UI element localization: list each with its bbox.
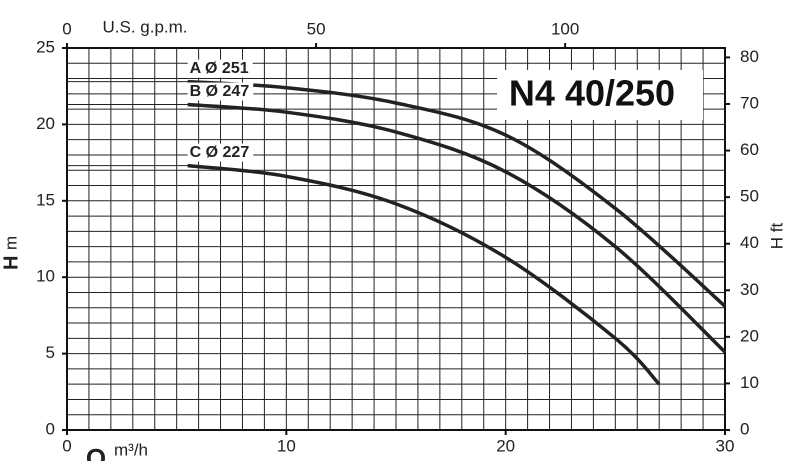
y2-tick-label: 50 — [740, 187, 759, 206]
curve-label: B Ø 247 — [190, 83, 250, 100]
x2-tick-label: 100 — [551, 19, 579, 38]
y-tick-label: 15 — [36, 190, 55, 209]
pump-curve — [187, 163, 661, 386]
plot-frame — [66, 47, 726, 431]
pump-curve — [187, 102, 727, 354]
y-tick-label: 0 — [46, 419, 55, 438]
y2-tick-label: 10 — [740, 373, 759, 392]
y2-tick-label: 20 — [740, 326, 759, 345]
y2-tick-label: 70 — [740, 93, 759, 112]
y2-tick-label: 80 — [740, 47, 759, 66]
label-bg — [187, 59, 253, 78]
label-bg — [187, 82, 254, 101]
y2-tick-label: 40 — [740, 233, 759, 252]
curve-label: C Ø 227 — [190, 144, 250, 161]
curve-label: A Ø 251 — [190, 60, 249, 77]
y2-tick-label: 0 — [740, 419, 749, 438]
x-label-unit: m³/h — [114, 440, 148, 459]
pump-curve — [187, 79, 727, 308]
chart-title: N4 40/250 — [509, 73, 675, 114]
y-tick-label: 5 — [46, 343, 55, 362]
y-label-unit: m — [1, 236, 20, 250]
y2-tick-label: 60 — [740, 140, 759, 159]
title-box — [497, 70, 703, 120]
x2-tick-label: 50 — [307, 19, 326, 38]
x-tick-label: 10 — [277, 436, 296, 455]
y-label-symbol: H — [0, 256, 22, 270]
y-tick-label: 10 — [36, 267, 55, 286]
x2-label: U.S. g.p.m. — [102, 17, 187, 36]
grid: 0 10 20 30 0 5 10 15 20 25 0 50 100 0 10 20 30 40 50 60 70 80… — [36, 19, 759, 455]
y-tick-label: 25 — [36, 37, 55, 56]
x-label-symbol: Q — [86, 443, 106, 461]
x-tick-label: 30 — [716, 436, 735, 455]
y2-label: H ft — [767, 223, 786, 250]
x-tick-label: 20 — [496, 436, 515, 455]
y-tick-label: 20 — [36, 114, 55, 133]
y2-tick-label: 30 — [740, 280, 759, 299]
label-bg — [187, 143, 254, 162]
x2-tick-label: 0 — [62, 19, 71, 38]
x-tick-label: 0 — [62, 436, 71, 455]
